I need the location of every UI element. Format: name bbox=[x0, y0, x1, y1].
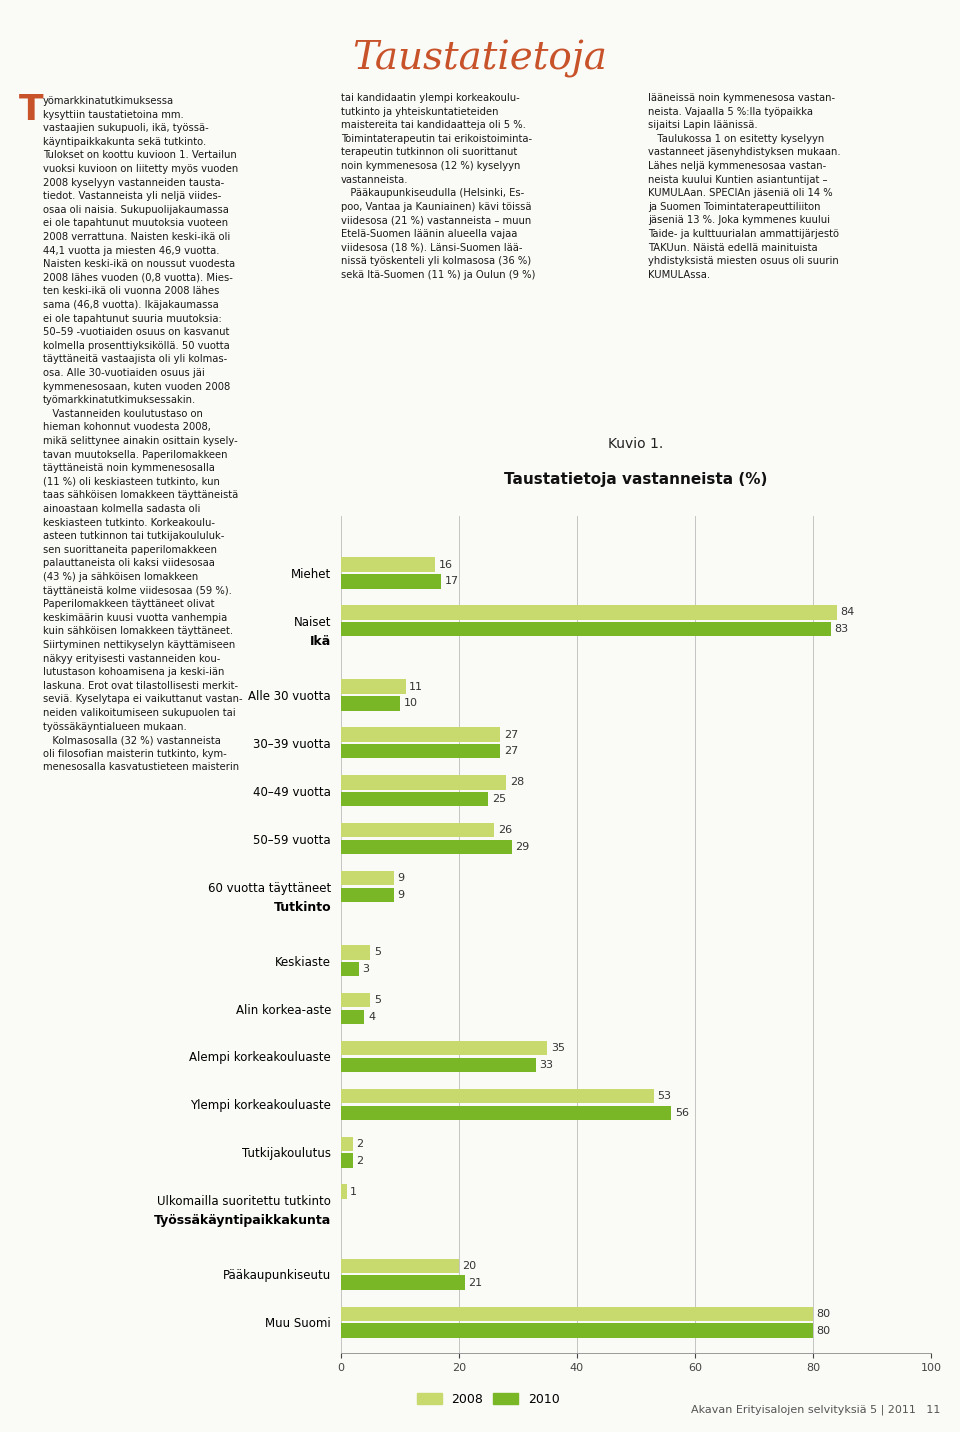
Bar bbox=[341, 621, 830, 636]
Bar bbox=[341, 1041, 547, 1055]
Text: 35: 35 bbox=[551, 1042, 565, 1053]
Text: 21: 21 bbox=[468, 1277, 483, 1287]
Bar bbox=[341, 1306, 813, 1320]
Text: 5: 5 bbox=[373, 995, 381, 1005]
Text: 84: 84 bbox=[840, 607, 854, 617]
Text: 3: 3 bbox=[362, 964, 369, 974]
Legend: 2008, 2010: 2008, 2010 bbox=[417, 1393, 561, 1406]
Bar bbox=[341, 1088, 654, 1103]
Text: 4: 4 bbox=[368, 1012, 375, 1022]
Bar bbox=[341, 792, 489, 806]
Text: 27: 27 bbox=[504, 729, 518, 739]
Text: 9: 9 bbox=[397, 874, 404, 884]
Text: Taustatietoja vastanneista (%): Taustatietoja vastanneista (%) bbox=[504, 473, 768, 487]
Bar bbox=[341, 775, 506, 789]
Text: 1: 1 bbox=[350, 1187, 357, 1197]
Text: 83: 83 bbox=[834, 624, 849, 634]
Bar bbox=[341, 727, 500, 742]
Bar bbox=[341, 1323, 813, 1337]
Bar bbox=[341, 945, 371, 959]
Bar bbox=[341, 1184, 347, 1199]
Bar bbox=[341, 606, 837, 620]
Text: 2: 2 bbox=[356, 1138, 363, 1148]
Bar bbox=[341, 1153, 352, 1167]
Bar bbox=[341, 696, 399, 710]
Text: Kuvio 1.: Kuvio 1. bbox=[609, 437, 663, 451]
Text: 80: 80 bbox=[817, 1309, 830, 1319]
Text: 20: 20 bbox=[463, 1262, 476, 1270]
Bar bbox=[341, 888, 394, 902]
Text: 11: 11 bbox=[409, 682, 423, 692]
Text: tai kandidaatin ylempi korkeakoulu-
tutkinto ja yhteiskuntatieteiden
maistereita: tai kandidaatin ylempi korkeakoulu- tutk… bbox=[341, 93, 535, 279]
Bar bbox=[341, 839, 512, 855]
Bar bbox=[341, 871, 394, 885]
Text: 33: 33 bbox=[540, 1060, 553, 1070]
Text: 5: 5 bbox=[373, 948, 381, 958]
Text: yömarkkinatutkimuksessa
kysyttiin taustatietoina mm.
vastaajien sukupuoli, ikä, : yömarkkinatutkimuksessa kysyttiin tausta… bbox=[43, 96, 243, 772]
Text: 27: 27 bbox=[504, 746, 518, 756]
Text: 26: 26 bbox=[498, 825, 512, 835]
Text: 2: 2 bbox=[356, 1156, 363, 1166]
Bar bbox=[341, 679, 406, 695]
Text: 9: 9 bbox=[397, 889, 404, 899]
Bar bbox=[341, 962, 358, 977]
Text: 29: 29 bbox=[516, 842, 530, 852]
Bar bbox=[341, 1010, 365, 1024]
Text: 28: 28 bbox=[510, 778, 524, 788]
Text: 25: 25 bbox=[492, 795, 506, 805]
Text: T: T bbox=[19, 93, 44, 127]
Text: 17: 17 bbox=[444, 576, 459, 586]
Bar bbox=[341, 1259, 459, 1273]
Bar bbox=[341, 745, 500, 759]
Text: 80: 80 bbox=[817, 1326, 830, 1336]
Bar bbox=[341, 574, 442, 589]
Text: 16: 16 bbox=[439, 560, 453, 570]
Bar bbox=[341, 1106, 671, 1120]
Bar bbox=[341, 1137, 352, 1151]
Bar bbox=[341, 557, 435, 571]
Text: 53: 53 bbox=[658, 1091, 671, 1101]
Bar bbox=[341, 992, 371, 1007]
Bar bbox=[341, 1058, 536, 1073]
Text: Akavan Erityisalojen selvityksiä 5 | 2011   11: Akavan Erityisalojen selvityksiä 5 | 201… bbox=[691, 1405, 941, 1415]
Text: lääneissä noin kymmenesosa vastan-
neista. Vajaalla 5 %:lla työpaikka
sijaitsi L: lääneissä noin kymmenesosa vastan- neist… bbox=[648, 93, 841, 279]
Text: 10: 10 bbox=[403, 699, 418, 709]
Bar bbox=[341, 823, 494, 838]
Text: 56: 56 bbox=[675, 1108, 689, 1118]
Bar bbox=[341, 1276, 465, 1290]
Text: Taustatietoja: Taustatietoja bbox=[352, 40, 608, 79]
